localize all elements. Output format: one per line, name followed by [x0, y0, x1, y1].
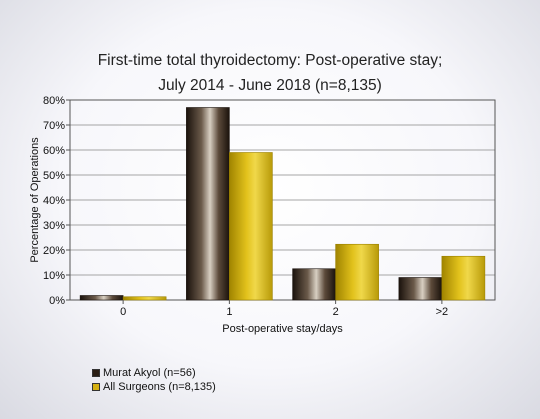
- x-tick-label: >2: [436, 306, 449, 318]
- bar-all-surgeons-1: [229, 152, 273, 301]
- bar-all-surgeons-2: [335, 243, 379, 301]
- legend-label-murat-akyol: Murat Akyol (n=56): [103, 367, 196, 379]
- legend: Murat Akyol (n=56) All Surgeons (n=8,135…: [92, 366, 216, 394]
- grid-lines: [70, 99, 495, 301]
- bar-all-surgeons-3: [441, 255, 486, 301]
- legend-item-murat-akyol: Murat Akyol (n=56): [92, 366, 216, 380]
- legend-swatch-murat-akyol: [92, 369, 100, 377]
- bar-murat-akyol-0: [79, 295, 124, 301]
- legend-label-all-surgeons: All Surgeons (n=8,135): [103, 381, 216, 393]
- y-axis-label: Percentage of Operations: [29, 137, 41, 263]
- y-tick-label: 60%: [43, 145, 65, 157]
- chart-title: First-time total thyroidectomy: Post-ope…: [0, 48, 540, 98]
- y-axis-ticks: 0% 10% 20% 30% 40% 50% 60% 70% 80%: [43, 95, 70, 307]
- bar-murat-akyol-3: [398, 277, 443, 301]
- y-tick-label: 80%: [43, 95, 65, 107]
- chart-title-line-2: July 2014 - June 2018 (n=8,135): [158, 77, 382, 94]
- y-tick-label: 20%: [43, 245, 65, 257]
- y-tick-label: 30%: [43, 220, 65, 232]
- y-tick-label: 40%: [43, 195, 65, 207]
- x-tick-label: 2: [333, 306, 339, 318]
- y-tick-label: 10%: [43, 270, 65, 282]
- x-axis-ticks: 0 1 2 >2: [120, 300, 448, 318]
- bar-murat-akyol-2: [292, 268, 336, 301]
- y-tick-label: 0%: [49, 295, 65, 307]
- bar-all-surgeons-0: [122, 296, 167, 301]
- legend-swatch-all-surgeons: [92, 383, 100, 391]
- chart-title-line-1: First-time total thyroidectomy: Post-ope…: [97, 52, 443, 69]
- x-tick-label: 1: [226, 306, 232, 318]
- y-tick-label: 50%: [43, 170, 65, 182]
- x-tick-label: 0: [120, 306, 126, 318]
- bars: [79, 107, 486, 301]
- x-axis-label: Post-operative stay/days: [222, 323, 343, 335]
- bar-murat-akyol-1: [186, 107, 230, 301]
- y-tick-label: 70%: [43, 120, 65, 132]
- legend-item-all-surgeons: All Surgeons (n=8,135): [92, 380, 216, 394]
